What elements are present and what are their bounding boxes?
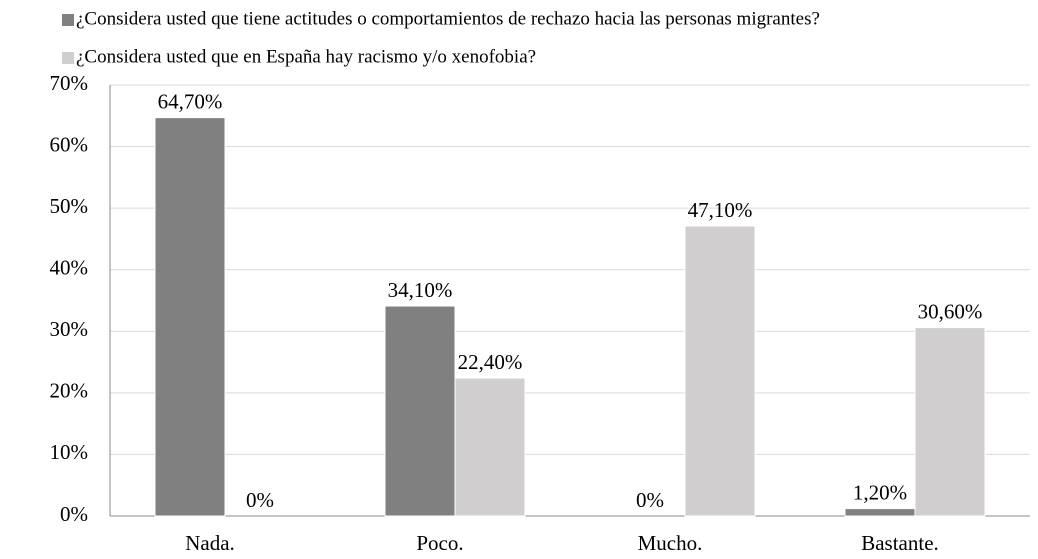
y-tick-label: 40% [50,256,89,280]
bar [914,327,986,517]
data-label: 0% [636,488,664,512]
y-tick-label: 20% [50,379,89,403]
data-label: 64,70% [158,89,223,113]
data-label: 47,10% [688,198,753,222]
x-tick-label: Poco. [416,531,463,555]
y-tick-label: 60% [50,132,89,156]
bar [454,377,526,517]
x-tick-label: Bastante. [861,531,939,555]
data-label: 30,60% [918,299,983,323]
x-tick-label: Nada. [185,531,235,555]
y-tick-label: 30% [50,317,89,341]
data-label: 34,10% [388,278,453,302]
legend-swatch [62,52,74,64]
legend-swatch [62,14,74,26]
bar [384,305,456,517]
legend-label: ¿Considera usted que en España hay racis… [76,46,536,67]
y-tick-label: 70% [50,71,89,95]
legend-label: ¿Considera usted que tiene actitudes o c… [76,8,820,29]
data-label: 0% [246,488,274,512]
y-tick-label: 0% [60,502,88,526]
y-tick-label: 10% [50,440,89,464]
bar [844,508,916,517]
bar [684,225,756,517]
x-tick-label: Mucho. [638,531,703,555]
y-tick-label: 50% [50,194,89,218]
data-label: 1,20% [853,480,907,504]
data-label: 22,40% [458,350,523,374]
bar [154,117,226,517]
